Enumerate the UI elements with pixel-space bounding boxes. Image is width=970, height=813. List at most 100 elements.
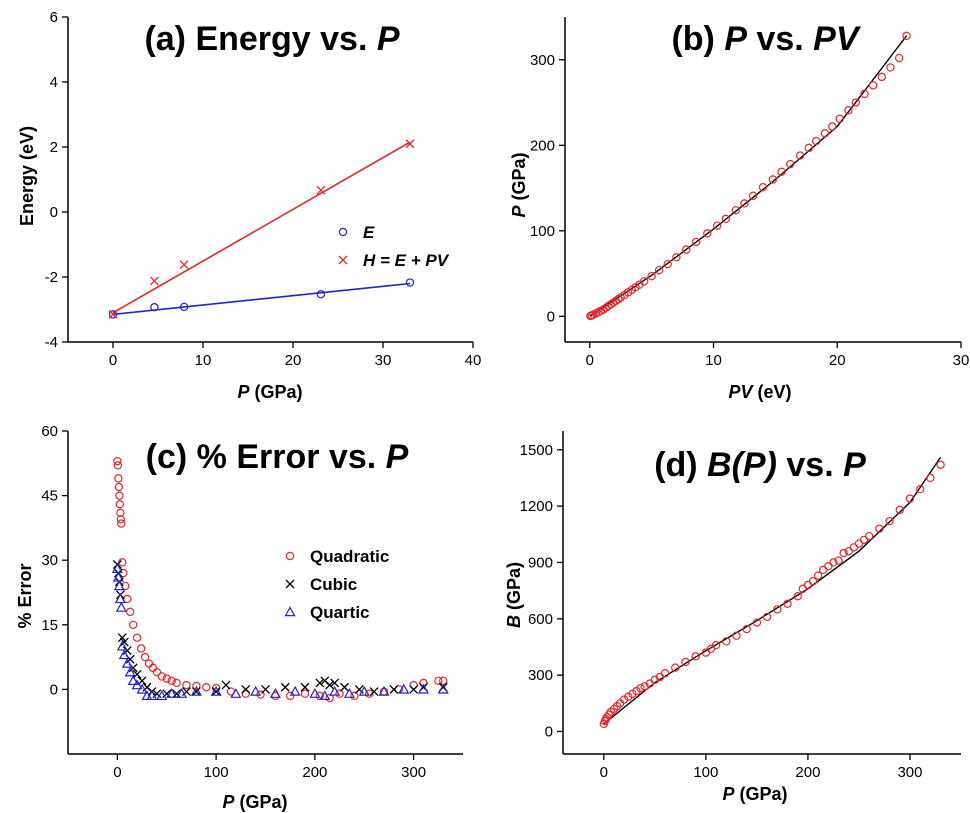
series-point bbox=[636, 684, 645, 693]
series-point bbox=[786, 159, 795, 169]
legend-marker-quartic bbox=[284, 606, 296, 617]
x-tick-label: 300 bbox=[897, 764, 922, 781]
quartic-point bbox=[115, 601, 127, 612]
x-tick-label: 200 bbox=[302, 764, 327, 781]
series-point bbox=[681, 657, 690, 667]
legend-marker bbox=[338, 227, 348, 237]
panel-a-y-axis-label: Energy (eV) bbox=[17, 126, 37, 226]
panel-b-fit-curve bbox=[589, 35, 908, 317]
cubic-point bbox=[261, 684, 270, 694]
series-point bbox=[824, 562, 833, 571]
quadratic-point bbox=[126, 607, 135, 617]
fit-line bbox=[112, 141, 411, 314]
panel-c-x-axis-label: P (GPa) bbox=[222, 792, 287, 812]
panel-d-b-vs-p: (d) B(P) vs. P 0 100 200 300 0 300 600 900 1200 1… bbox=[504, 431, 961, 804]
x-tick-label: 0 bbox=[113, 764, 121, 781]
series-point bbox=[868, 81, 878, 90]
x-tick-label: 40 bbox=[465, 352, 482, 369]
series-point bbox=[803, 580, 813, 590]
quartic-point bbox=[113, 580, 125, 591]
panel-b-data-marks bbox=[586, 31, 911, 321]
panel-a-title: (a) Energy vs. P bbox=[144, 20, 399, 58]
y-tick-label: 100 bbox=[530, 223, 555, 240]
series-point bbox=[860, 89, 869, 99]
panel-a-legend: E H = E + PV bbox=[338, 223, 450, 270]
panel-c-y-axis-label: % Error bbox=[15, 563, 35, 628]
quartic-point bbox=[309, 687, 321, 698]
legend-marker-cubic bbox=[285, 579, 295, 589]
cubic-point bbox=[221, 680, 231, 690]
e-point bbox=[150, 303, 159, 312]
series-point bbox=[795, 151, 805, 160]
series-point bbox=[721, 214, 731, 224]
legend-marker bbox=[284, 606, 296, 617]
legend-marker-h bbox=[338, 255, 348, 265]
y-tick-label: 0 bbox=[50, 204, 58, 221]
quartic-point bbox=[111, 563, 123, 574]
cubic-point bbox=[191, 687, 201, 697]
cubic-point bbox=[340, 682, 349, 692]
series-point bbox=[713, 221, 722, 230]
series-point bbox=[711, 640, 721, 650]
series-point bbox=[936, 460, 945, 470]
panel-a-fit-lines bbox=[112, 141, 411, 316]
quartic-point bbox=[358, 685, 370, 696]
y-tick-label: 1500 bbox=[520, 442, 553, 459]
series-point bbox=[748, 191, 758, 200]
y-tick-label: 60 bbox=[41, 423, 58, 440]
series-point bbox=[691, 237, 701, 247]
series-point bbox=[902, 31, 911, 41]
y-tick-label: -2 bbox=[45, 269, 58, 286]
y-tick-label: 45 bbox=[41, 488, 58, 505]
series-point bbox=[859, 535, 869, 545]
legend-label-h: H = E + PV bbox=[363, 251, 450, 270]
quartic-point bbox=[166, 687, 178, 698]
series-point bbox=[834, 556, 843, 565]
quadratic-point bbox=[335, 689, 344, 698]
quadratic-point bbox=[114, 482, 124, 492]
quartic-point bbox=[343, 687, 355, 698]
panel-c-tick-labels: 0 100 200 300 0 15 30 45 60 bbox=[41, 423, 426, 781]
panel-d-title: (d) B(P) vs. P bbox=[654, 446, 866, 484]
quartic-point bbox=[112, 571, 124, 582]
series-point bbox=[804, 143, 813, 153]
quartic-point bbox=[269, 687, 281, 698]
quadratic-point bbox=[167, 676, 176, 685]
fit-line bbox=[112, 282, 411, 316]
series-point bbox=[654, 265, 664, 275]
quadratic-point bbox=[300, 689, 310, 698]
cubic-point bbox=[241, 684, 251, 694]
series-point bbox=[849, 543, 859, 552]
cubic-point bbox=[172, 689, 182, 699]
x-tick-label: 20 bbox=[285, 352, 302, 369]
quadratic-point bbox=[136, 644, 146, 653]
series-point bbox=[915, 485, 925, 494]
panel-b-title: (b) P vs. PV bbox=[671, 20, 861, 58]
y-tick-label: 6 bbox=[50, 9, 58, 26]
x-tick-label: 20 bbox=[829, 352, 846, 369]
quadratic-point bbox=[128, 620, 138, 630]
quadratic-point bbox=[350, 691, 359, 701]
quadratic-point bbox=[115, 491, 124, 500]
y-tick-label: 300 bbox=[530, 52, 555, 69]
x-tick-label: 0 bbox=[600, 764, 608, 781]
quartic-point bbox=[156, 690, 168, 701]
h-e-pv-point bbox=[108, 309, 118, 319]
quadratic-point bbox=[182, 680, 191, 690]
series-point bbox=[835, 114, 844, 123]
quadratic-point bbox=[132, 633, 142, 642]
e-point bbox=[108, 310, 118, 319]
quartic-point bbox=[127, 675, 139, 685]
quadratic-point bbox=[119, 568, 128, 578]
quadratic-point bbox=[114, 474, 123, 483]
series-point bbox=[614, 295, 623, 304]
x-tick-label: 30 bbox=[953, 352, 970, 369]
panel-d-x-axis-label: P (GPa) bbox=[722, 784, 787, 804]
quadratic-point bbox=[117, 519, 126, 528]
quartic-point bbox=[437, 683, 449, 694]
y-tick-label: 600 bbox=[528, 611, 553, 628]
quartic-point bbox=[131, 679, 143, 690]
series-point bbox=[864, 531, 874, 541]
